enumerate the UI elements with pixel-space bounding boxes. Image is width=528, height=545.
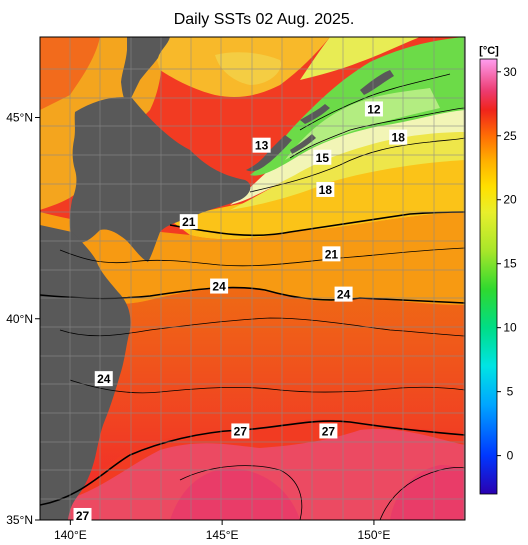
contour-label-text: 27	[234, 424, 248, 438]
contour-label-text: 21	[182, 215, 196, 229]
colorbar-tick-label: 15	[503, 257, 517, 271]
contour-label: 18	[316, 181, 335, 197]
contour-label-text: 18	[319, 183, 333, 197]
lon-tick-label: 145°E	[206, 528, 239, 542]
contour-label-box	[319, 423, 338, 439]
longitude-axis: 140°E 145°E 150°E	[54, 520, 390, 542]
colorbar-ticks: 0 5 10 15 20 25 30	[497, 65, 517, 463]
contour-label-box	[316, 181, 335, 197]
contour-label-box	[313, 149, 332, 165]
contour-label-box	[364, 101, 383, 117]
map-frame	[39, 36, 466, 521]
colorbar: [°C] 0 5 10 15 20 25 30	[479, 45, 517, 495]
graticule	[40, 37, 465, 520]
contour-label-text: 18	[392, 131, 406, 145]
colorbar-tick-label: 20	[503, 193, 517, 207]
contour-label-text: 24	[97, 372, 111, 386]
contour-label: 27	[231, 423, 250, 439]
contour-label: 27	[319, 423, 338, 439]
lat-tick-label: 35°N	[6, 513, 33, 527]
lat-tick-label: 45°N	[6, 111, 33, 125]
contour-label: 27	[73, 507, 92, 523]
contour-label: 13	[252, 137, 271, 153]
contour-label: 18	[389, 129, 408, 145]
colorbar-ramp	[479, 58, 498, 495]
contour-label-box	[334, 286, 353, 302]
contour-label: 24	[334, 286, 353, 302]
contour-label-box	[231, 423, 250, 439]
contour-label-text: 13	[255, 139, 269, 153]
contour-label-box	[322, 246, 341, 262]
contour-label-text: 27	[76, 509, 90, 523]
latitude-axis: 45°N 40°N 35°N	[6, 111, 40, 527]
contour-label-box	[179, 214, 198, 230]
contour-label: 15	[313, 149, 332, 165]
contour-label-box	[94, 371, 113, 387]
colorbar-tick-label: 10	[503, 321, 517, 335]
contour-label-text: 21	[325, 247, 339, 261]
contour-label-text: 24	[212, 280, 226, 294]
map-title: Daily SSTs 02 Aug. 2025.	[173, 11, 355, 28]
contour-label-text: 12	[367, 102, 381, 116]
contour-label: 21	[179, 214, 198, 230]
contour-label-box	[389, 129, 408, 145]
contour-label-text: 27	[322, 424, 336, 438]
contour-label: 24	[94, 371, 113, 387]
contour-label-text: 24	[337, 288, 351, 302]
contour-label-box	[210, 278, 229, 294]
contour-label-text: 15	[316, 151, 330, 165]
colorbar-tick-label: 30	[503, 65, 517, 79]
lon-tick-label: 150°E	[358, 528, 391, 542]
mid-band-region	[40, 288, 465, 505]
colorbar-unit: [°C]	[479, 45, 499, 57]
colorbar-tick-label: 25	[503, 129, 517, 143]
contour-label: 24	[210, 278, 229, 294]
contour-labels: 12 13 18 15 18 21 21 24 24 24 27 27 27	[73, 101, 408, 523]
contour-label-box	[252, 137, 271, 153]
hokkaido	[69, 97, 251, 262]
sakhalin	[121, 37, 170, 105]
colorbar-tick-label: 5	[507, 385, 514, 399]
lat-tick-label: 40°N	[6, 312, 33, 326]
colorbar-tick-label: 0	[507, 449, 514, 463]
lon-tick-label: 140°E	[54, 528, 87, 542]
contour-label-box	[73, 507, 92, 523]
kuril-islands	[246, 70, 394, 172]
sst-field	[40, 37, 465, 520]
contour-label: 12	[364, 101, 383, 117]
contour-label: 21	[322, 246, 341, 262]
